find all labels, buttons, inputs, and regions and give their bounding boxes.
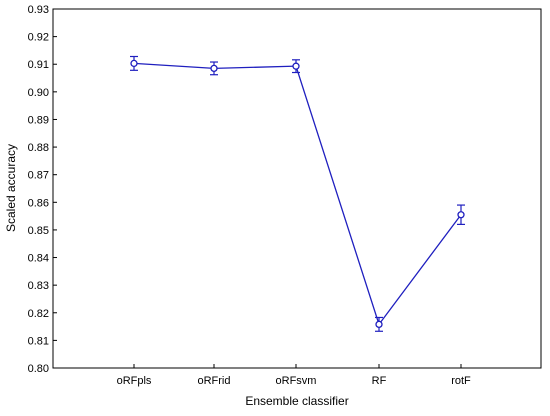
data-point <box>292 62 300 70</box>
x-axis-ticks: oRFpls oRFrid oRFsvm RF rotF <box>117 364 471 387</box>
y-tick-label: 0.93 <box>28 4 49 16</box>
x-tick-label: oRFsvm <box>276 375 317 387</box>
y-tick-label: 0.92 <box>28 32 49 44</box>
y-axis-ticks: 0.80 0.81 0.82 0.83 0.84 0.85 0.86 0.87 0.88 0.89… <box>28 4 57 375</box>
y-tick-label: 0.87 <box>28 170 49 182</box>
x-tick-label: rotF <box>451 375 471 387</box>
x-axis-label: Ensemble classifier <box>245 394 348 408</box>
y-tick-label: 0.83 <box>28 280 49 292</box>
y-tick-label: 0.80 <box>28 363 49 375</box>
data-point <box>375 320 383 329</box>
y-tick-label: 0.81 <box>28 335 49 347</box>
y-tick-label: 0.88 <box>28 142 49 154</box>
series-line <box>133 62 462 326</box>
y-tick-label: 0.91 <box>28 59 49 71</box>
y-tick-label: 0.89 <box>28 114 49 126</box>
y-tick-label: 0.85 <box>28 225 49 237</box>
y-axis-label: Scaled accuracy <box>4 144 18 232</box>
y-tick-label: 0.82 <box>28 308 49 320</box>
data-point <box>457 211 465 219</box>
data-point <box>130 59 138 68</box>
series-layer <box>130 55 465 332</box>
y-tick-label: 0.84 <box>28 253 49 265</box>
y-tick-label: 0.90 <box>28 87 49 99</box>
plot-frame <box>52 8 542 369</box>
x-tick-label: RF <box>372 375 387 387</box>
data-point <box>210 64 218 73</box>
x-tick-label: oRFrid <box>197 375 230 387</box>
x-tick-label: oRFpls <box>117 375 152 387</box>
y-tick-label: 0.86 <box>28 197 49 209</box>
